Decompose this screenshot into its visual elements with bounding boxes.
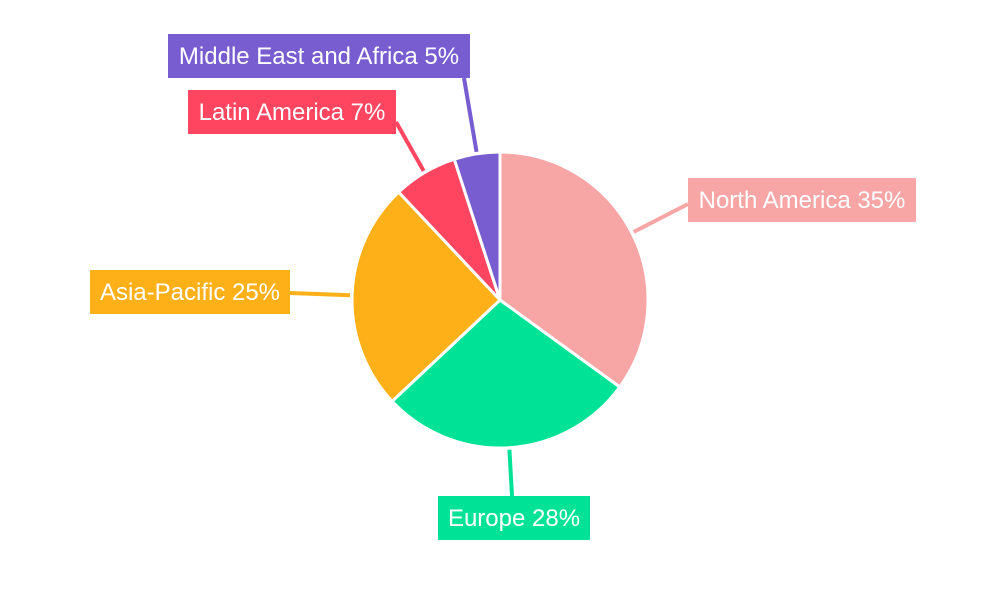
label-box-middle-east-and-africa	[168, 34, 470, 78]
labels: North America 35% Europe 28% Asia-Pacific …	[90, 34, 916, 540]
leader-line-europe	[507, 449, 514, 497]
label-box-latin-america	[188, 90, 396, 134]
data-label-north-america: North America 35%	[699, 187, 906, 214]
slice-europe[interactable]	[389, 298, 622, 450]
leader-line-north-america	[632, 202, 689, 234]
slice-middle-east-and-africa[interactable]	[452, 150, 502, 301]
slices	[350, 150, 650, 450]
slice-asia-pacific[interactable]	[350, 189, 503, 404]
data-label-europe: Europe 28%	[448, 505, 580, 532]
leader-line-latin-america	[394, 121, 426, 172]
leader-line-asia-pacific	[289, 291, 351, 298]
data-label-latin-america: Latin America 7%	[199, 99, 386, 126]
data-label-middle-east-and-africa: Middle East and Africa 5%	[179, 43, 459, 70]
data-label-asia-pacific: Asia-Pacific 25%	[100, 279, 280, 306]
leader-line-middle-east-and-africa	[462, 77, 479, 153]
slice-north-america[interactable]	[498, 150, 650, 390]
label-box-europe	[438, 496, 590, 540]
label-box-north-america	[688, 178, 916, 222]
label-box-asia-pacific	[90, 270, 290, 314]
